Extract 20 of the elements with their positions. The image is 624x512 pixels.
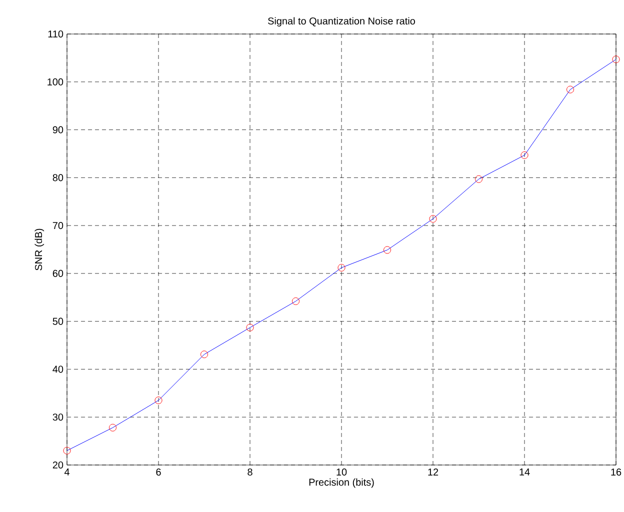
x-tick-label: 12 [428,468,438,476]
y-tick-label: 110 [48,30,64,38]
y-tick-label: 90 [52,126,64,134]
y-tick-label: 60 [52,270,64,277]
y-tick-label: 100 [48,78,64,86]
chart-title: Signal to Quantization Noise ratio [268,17,415,26]
y-tick-label: 40 [52,366,64,373]
y-tick-label: 50 [52,318,64,325]
x-tick-label: 4 [64,468,70,476]
y-tick-label: 70 [52,222,64,230]
x-tick-label: 10 [336,468,347,476]
y-tick-label: 20 [52,461,64,469]
y-tick-label: 80 [52,174,64,182]
x-axis-title: Precision (bits) [309,478,374,488]
x-tick-label: 14 [520,468,530,476]
x-tick-label: 6 [156,468,161,476]
x-tick-label: 8 [248,468,252,476]
y-tick-label: 30 [52,414,64,421]
x-tick-label: 16 [611,468,622,476]
y-axis-title: SNR (dB) [34,228,44,270]
